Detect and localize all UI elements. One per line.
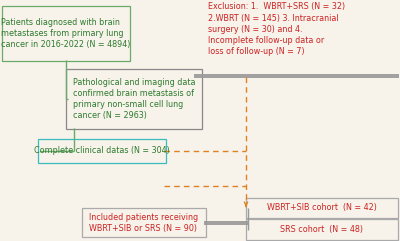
Text: Exclusion: 1.  WBRT+SRS (N = 32)
2.WBRT (N = 145) 3. Intracranial
surgery (N = 3: Exclusion: 1. WBRT+SRS (N = 32) 2.WBRT (… bbox=[208, 2, 345, 56]
FancyBboxPatch shape bbox=[82, 208, 206, 237]
Text: Pathological and imaging data
confirmed brain metastasis of
primary non-small ce: Pathological and imaging data confirmed … bbox=[73, 78, 195, 120]
FancyBboxPatch shape bbox=[246, 198, 398, 218]
Text: Complete clinical datas (N = 304): Complete clinical datas (N = 304) bbox=[34, 146, 170, 155]
Text: Included patients receiving
WBRT+SIB or SRS (N = 90): Included patients receiving WBRT+SIB or … bbox=[90, 213, 198, 233]
FancyBboxPatch shape bbox=[2, 6, 130, 61]
FancyBboxPatch shape bbox=[38, 139, 166, 163]
Text: WBRT+SIB cohort  (N = 42): WBRT+SIB cohort (N = 42) bbox=[267, 203, 377, 212]
FancyBboxPatch shape bbox=[66, 69, 202, 129]
Text: SRS cohort  (N = 48): SRS cohort (N = 48) bbox=[280, 225, 364, 234]
Text: Patients diagnosed with brain
metastases from primary lung
cancer in 2016-2022 (: Patients diagnosed with brain metastases… bbox=[1, 18, 131, 49]
FancyBboxPatch shape bbox=[246, 219, 398, 240]
